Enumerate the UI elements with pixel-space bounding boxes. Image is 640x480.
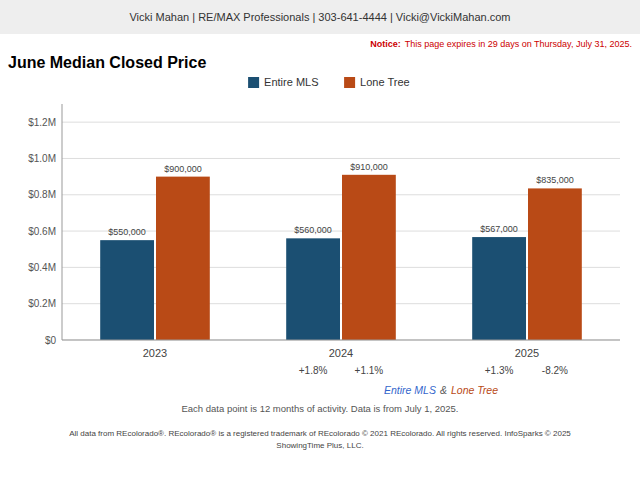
y-tick-label: $0.4M — [28, 262, 56, 273]
bar — [286, 238, 340, 340]
data-label: $910,000 — [350, 162, 388, 172]
legend-note-part: Lone Tree — [451, 384, 498, 396]
notice-text: This page expires in 29 days on Thursday… — [405, 39, 632, 49]
legend-note: Entire MLS&Lone Tree — [384, 384, 498, 396]
chart: Vicki Mahan | RE/MAX Professionals | 303… — [0, 0, 640, 480]
change-label: -8.2% — [542, 365, 568, 376]
x-tick-label: 2024 — [329, 347, 353, 359]
footnote: Each data point is 12 months of activity… — [181, 403, 458, 414]
bar — [528, 188, 582, 340]
x-tick-label: 2025 — [515, 347, 539, 359]
legend: Entire MLS Lone Tree — [248, 76, 410, 88]
y-tick-label: $0.8M — [28, 189, 56, 200]
data-label: $900,000 — [164, 164, 202, 174]
grid-line — [62, 158, 620, 159]
legend-note-part: Entire MLS — [384, 384, 436, 396]
y-tick-label: $1.0M — [28, 153, 56, 164]
legend-swatch — [344, 77, 355, 88]
header-band — [0, 0, 640, 34]
bar — [342, 175, 396, 340]
y-axis: $0 $0.2M $0.4M $0.6M $0.8M $1.0M $1.2M — [28, 104, 620, 346]
change-label: +1.1% — [355, 365, 384, 376]
legend-swatch — [248, 77, 259, 88]
bars — [100, 175, 582, 340]
y-tick-label: $0.2M — [28, 298, 56, 309]
data-label: $567,000 — [480, 224, 518, 234]
legend-label: Lone Tree — [360, 76, 410, 88]
bar — [156, 177, 210, 340]
x-axis: 2023 2024 2025 — [62, 340, 620, 359]
y-axis-line — [62, 104, 63, 340]
footnote: ShowingTime Plus, LLC. — [276, 441, 363, 450]
bar — [472, 237, 526, 340]
legend-note-part: & — [440, 384, 447, 396]
change-label: +1.8% — [299, 365, 328, 376]
legend-label: Entire MLS — [264, 76, 318, 88]
footnote: All data from REcolorado®. REcolorado® i… — [69, 429, 571, 438]
y-tick-label: $0.6M — [28, 226, 56, 237]
data-label: $550,000 — [108, 227, 146, 237]
grid-line — [62, 340, 620, 341]
data-label: $560,000 — [294, 225, 332, 235]
y-tick-label: $0 — [45, 335, 57, 346]
notice-label: Notice: — [370, 39, 401, 49]
title: June Median Closed Price — [8, 54, 206, 71]
change-label: +1.3% — [485, 365, 514, 376]
x-tick-label: 2023 — [143, 347, 167, 359]
grid-line — [62, 122, 620, 123]
data-label: $835,000 — [536, 175, 574, 185]
x-axis-line — [62, 340, 620, 341]
y-tick-label: $1.2M — [28, 117, 56, 128]
notice: Notice: This page expires in 29 days on T… — [370, 39, 632, 49]
header: Vicki Mahan | RE/MAX Professionals | 303… — [129, 11, 510, 23]
bar — [100, 240, 154, 340]
labels: $550,000 $560,000 +1.8% $567,000 +1.3% $900,0… — [108, 162, 573, 376]
